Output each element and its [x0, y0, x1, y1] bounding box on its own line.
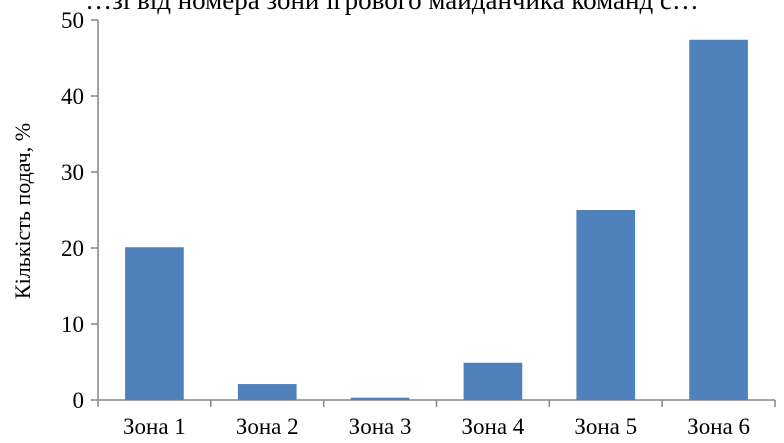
bar-1	[125, 247, 184, 400]
y-tick-label: 0	[73, 388, 85, 413]
x-tick-label: Зона 3	[349, 414, 412, 439]
x-tick-label: Зона 4	[462, 414, 525, 439]
bars	[125, 39, 748, 400]
y-tick-label: 50	[61, 8, 84, 33]
bar-5	[576, 210, 636, 400]
chart-title: …зі від номера зони ігрового майданчика …	[85, 0, 699, 15]
x-tick-label: Зона 5	[574, 414, 637, 439]
y-tick-label: 10	[61, 312, 84, 337]
x-tick-label: Зона 6	[687, 414, 750, 439]
x-tick-label: Зона 1	[123, 414, 186, 439]
y-tick-label: 40	[61, 84, 84, 109]
y-axis-label: Кількість подач, %	[10, 123, 35, 299]
y-axis: 0 10 20 30 40 50	[61, 8, 99, 413]
bar-2	[237, 384, 297, 400]
y-tick-label: 30	[61, 160, 84, 185]
bar-4	[463, 362, 523, 400]
x-axis: Зона 1 Зона 2 Зона 3 Зона 4 Зона 5 Зона 6	[97, 399, 776, 439]
bar-6	[689, 39, 748, 400]
bar-3	[350, 397, 410, 400]
x-tick-label: Зона 2	[236, 414, 299, 439]
y-tick-label: 20	[61, 236, 84, 261]
